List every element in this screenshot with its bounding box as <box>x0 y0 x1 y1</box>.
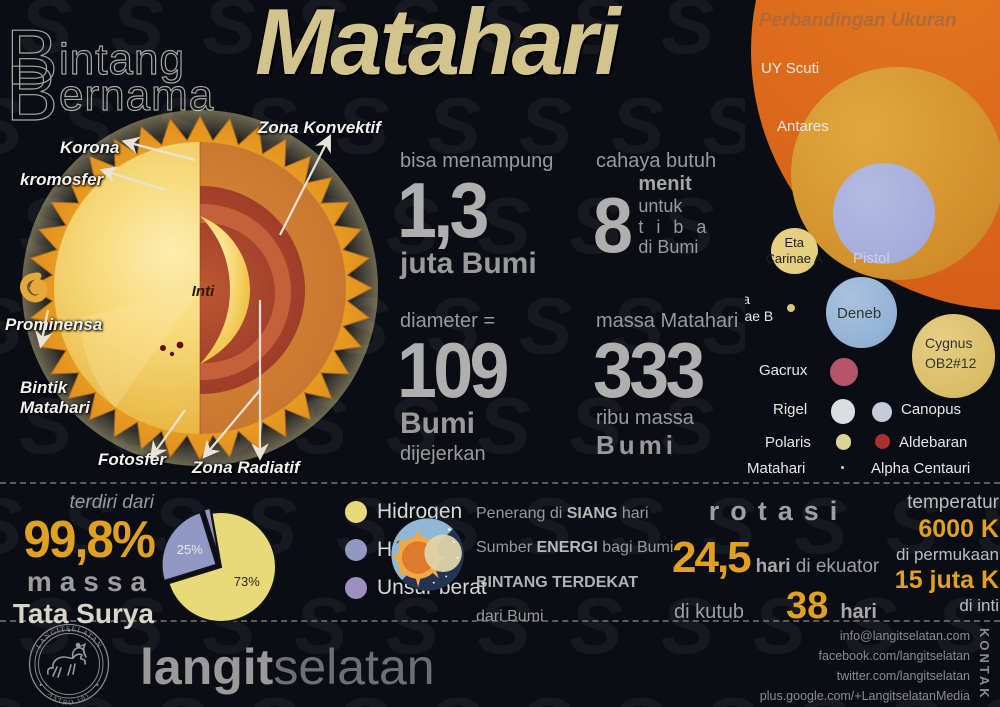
svg-text:25%: 25% <box>177 542 203 557</box>
svg-text:Inti: Inti <box>192 283 215 300</box>
svg-text:73%: 73% <box>234 574 260 589</box>
